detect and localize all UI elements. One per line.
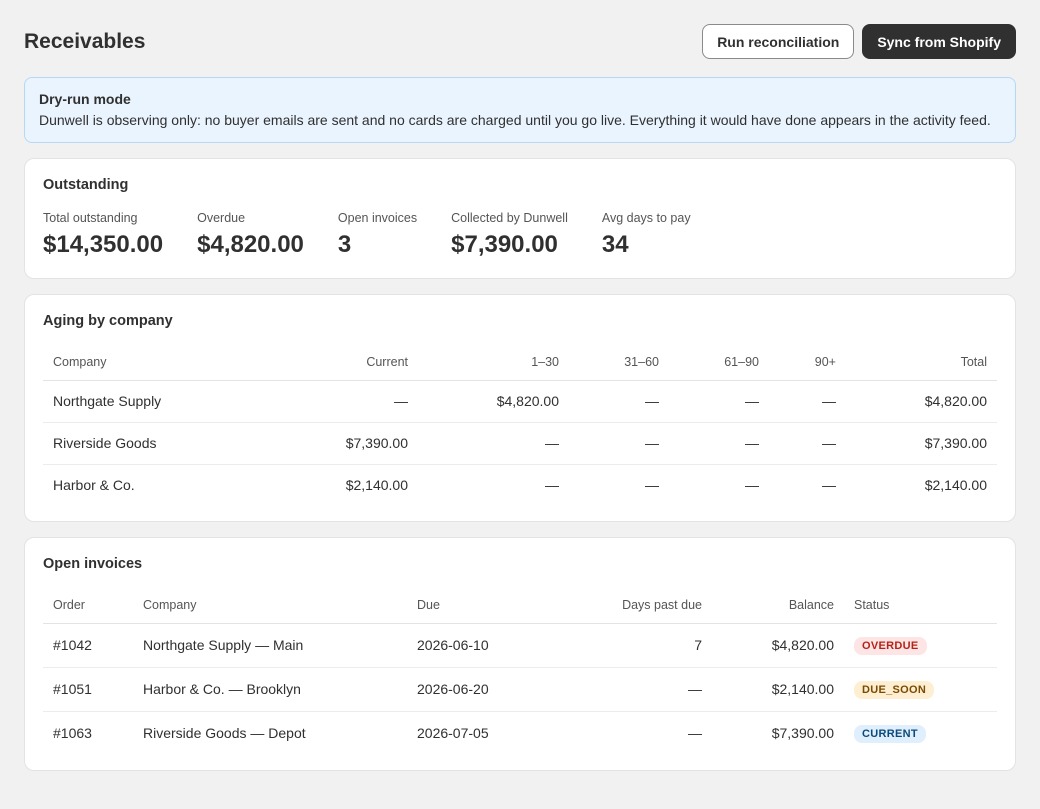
table-cell: $7,390.00 xyxy=(771,725,834,742)
table-cell: — xyxy=(540,667,712,712)
metric: Avg days to pay 34 xyxy=(602,211,691,259)
metric-value: 3 xyxy=(337,231,352,258)
content: Receivables Run reconciliation Sync from… xyxy=(24,24,1016,771)
column-header: Current xyxy=(280,345,418,381)
page-title: Receivables xyxy=(24,29,146,53)
table-cell: $2,140.00 xyxy=(345,477,408,494)
column-header: 61–90 xyxy=(669,345,769,381)
table-row: #1051 Harbor & Co. — Brooklyn 2026-06-20— $… xyxy=(43,667,997,712)
table-cell: $7,390.00 xyxy=(280,422,418,465)
column-header: Status xyxy=(844,588,997,624)
metric: Overdue $4,820.00 xyxy=(197,211,304,259)
column-header: 31–60 xyxy=(569,345,669,381)
table-cell: — xyxy=(688,725,702,742)
banner: Dry-run mode Dunwell is observing only: … xyxy=(24,77,1016,143)
actions: Run reconciliation Sync from Shopify xyxy=(702,24,1016,59)
metric: Collected by Dunwell $7,390.00 xyxy=(451,211,568,259)
table-cell: — xyxy=(569,380,669,423)
table-cell: #1042 xyxy=(43,623,133,668)
aging-table: Company Current 1–30 31–60 61–90 90+ Total Nort… xyxy=(43,345,997,506)
table-cell: 2026-06-10 xyxy=(407,623,540,668)
header-row: Order Company Due Days past due Balance Statu… xyxy=(43,588,997,624)
metric-label: Overdue xyxy=(197,211,246,225)
column-header: 90+ xyxy=(769,345,846,381)
table-cell: — xyxy=(569,422,669,465)
column-header: Company xyxy=(43,345,280,381)
metric-value: $4,820.00 xyxy=(197,231,304,258)
status-cell: CURRENT xyxy=(844,711,997,755)
metric-label: Collected by Dunwell xyxy=(451,211,568,225)
column-header: Company xyxy=(133,588,407,624)
table-cell: — xyxy=(545,477,559,494)
table-cell: Harbor & Co. — Brooklyn xyxy=(133,667,407,712)
invoices-table: Order Company Due Days past due Balance Statu… xyxy=(43,588,997,755)
table-cell: 7 xyxy=(540,623,712,668)
column-header: Total xyxy=(846,345,997,381)
metrics: Total outstanding $14,350.00 Overdue $4,820… xyxy=(43,211,997,259)
header: Receivables Run reconciliation Sync from… xyxy=(24,24,1016,59)
card-title: Open invoices xyxy=(43,556,143,572)
run-reconciliation-button[interactable]: Run reconciliation xyxy=(702,24,855,59)
sync-button[interactable]: Sync from Shopify xyxy=(862,24,1016,59)
card-title: Aging by company xyxy=(43,313,173,329)
metric-value: $7,390.00 xyxy=(451,231,558,258)
metric-label: Total outstanding xyxy=(43,211,138,225)
table-cell: Riverside Goods — Depot xyxy=(143,725,306,742)
banner-text: Dunwell is observing only: no buyer emai… xyxy=(39,112,991,128)
table-row: Riverside Goods $7,390.00— — — — $7,390.00 xyxy=(43,422,997,465)
table-cell: — xyxy=(669,422,769,465)
status-badge: DUE_SOON xyxy=(854,680,935,699)
invoices-card: Open invoices Order Company Due Days past d… xyxy=(24,537,1016,771)
table-cell: Harbor & Co. xyxy=(53,477,135,494)
status-cell: DUE_SOON xyxy=(844,667,997,712)
table-cell: — xyxy=(745,477,759,494)
status-badge: CURRENT xyxy=(854,724,926,743)
metric-value: $14,350.00 xyxy=(43,231,164,258)
table-row: Northgate Supply — $4,820.00— — — $4,820.00 xyxy=(43,380,997,423)
metric-label: Open invoices xyxy=(337,211,418,225)
metric-label: Avg days to pay xyxy=(601,211,691,225)
header-row: Company Current 1–30 31–60 61–90 90+ Total xyxy=(43,345,997,381)
banner-title: Dry-run mode xyxy=(39,91,131,107)
table-cell: — xyxy=(822,477,836,494)
table-cell: — xyxy=(645,477,659,494)
table-cell: $2,140.00 xyxy=(924,477,987,494)
table-cell: #1051 xyxy=(43,667,133,712)
table-row: Harbor & Co. $2,140.00 — — — — $2,140.00 xyxy=(43,464,997,506)
metric-value: 34 xyxy=(601,231,629,258)
table-cell: Riverside Goods xyxy=(43,422,280,465)
table-cell: — xyxy=(769,422,846,465)
column-header: Due xyxy=(407,588,540,624)
metric: Open invoices 3 xyxy=(338,211,417,259)
column-header: Days past due xyxy=(540,588,712,624)
table-cell: $2,140.00 xyxy=(712,667,844,712)
table-row: #1063 Riverside Goods — Depot 2026-07-05 — $… xyxy=(43,711,997,755)
table-row: #1042 Northgate Supply — Main 2026-06-10 7 $… xyxy=(43,623,997,668)
table-cell: Northgate Supply xyxy=(43,380,280,423)
outstanding-card: Outstanding Total outstanding $14,350.00 O… xyxy=(24,158,1016,279)
table-cell: $4,820.00 xyxy=(846,380,997,423)
column-header: Balance xyxy=(712,588,844,624)
status-cell: OVERDUE xyxy=(844,623,997,668)
metric: Total outstanding $14,350.00 xyxy=(43,211,163,259)
table-cell: #1063 xyxy=(53,725,92,742)
table-cell: — xyxy=(280,380,418,423)
aging-card: Aging by company Company Current 1–30 31–60… xyxy=(24,294,1016,522)
table-cell: $4,820.00 xyxy=(712,623,844,668)
table-cell: $7,390.00 xyxy=(846,422,997,465)
table-cell: 2026-07-05 xyxy=(417,725,489,742)
status-badge: OVERDUE xyxy=(854,636,927,655)
table-cell: — xyxy=(769,380,846,423)
table-cell: 2026-06-20 xyxy=(407,667,540,712)
table-cell: — xyxy=(669,380,769,423)
table-cell: $4,820.00 xyxy=(418,380,569,423)
table-cell: — xyxy=(418,422,569,465)
column-header: Order xyxy=(43,588,133,624)
column-header: 1–30 xyxy=(418,345,569,381)
card-title: Outstanding xyxy=(43,177,129,193)
table-cell: Northgate Supply — Main xyxy=(133,623,407,668)
